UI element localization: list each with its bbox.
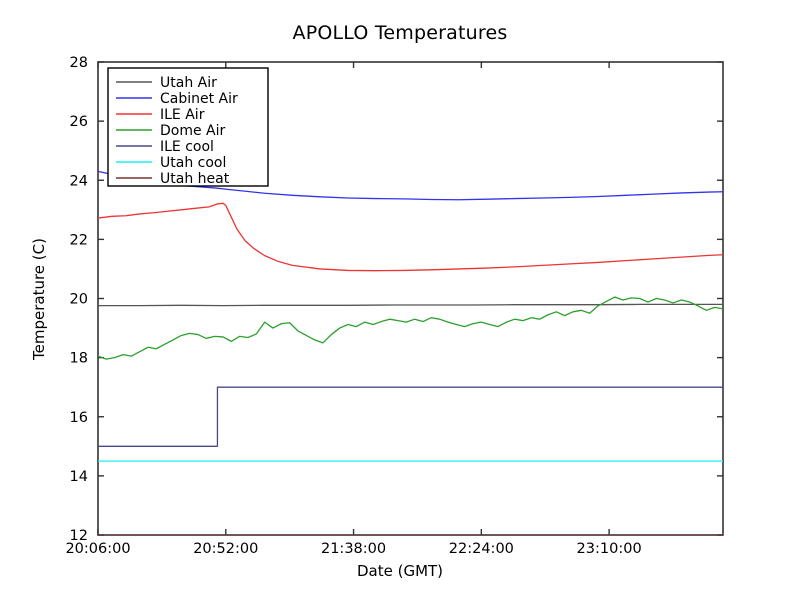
y-tick-label: 16 bbox=[70, 410, 88, 426]
x-tick-label: 21:38:00 bbox=[321, 541, 386, 557]
legend-label-ile-air: ILE Air bbox=[160, 107, 205, 123]
legend-box bbox=[107, 67, 269, 187]
y-tick-label: 14 bbox=[70, 469, 88, 485]
y-tick-label: 26 bbox=[70, 114, 88, 130]
y-tick-label: 22 bbox=[70, 232, 88, 248]
legend-label-ile-cool: ILE cool bbox=[160, 139, 214, 155]
legend-label-utah-cool: Utah cool bbox=[160, 155, 226, 171]
chart-title: APOLLO Temperatures bbox=[292, 22, 508, 44]
legend-label-utah-air: Utah Air bbox=[160, 75, 217, 91]
x-tick-label: 23:10:00 bbox=[577, 541, 642, 557]
series-line-ile-cool bbox=[98, 386, 723, 447]
y-tick-label: 28 bbox=[70, 55, 88, 71]
x-tick-label: 22:24:00 bbox=[449, 541, 514, 557]
x-tick-label: 20:06:00 bbox=[65, 541, 130, 557]
x-axis-label: Date (GMT) bbox=[356, 562, 444, 580]
x-tick-label: 20:52:00 bbox=[193, 541, 258, 557]
y-tick-label: 18 bbox=[70, 351, 88, 367]
y-tick-label: 24 bbox=[70, 173, 88, 189]
series-line-dome-air bbox=[98, 296, 723, 360]
y-tick-label: 20 bbox=[70, 292, 88, 308]
legend-label-cabinet-air: Cabinet Air bbox=[160, 91, 238, 107]
series-group bbox=[98, 170, 723, 535]
series-line-utah-air bbox=[98, 303, 723, 307]
y-tick-label: 12 bbox=[70, 528, 88, 544]
legend-label-dome-air: Dome Air bbox=[160, 123, 226, 139]
legend-label-utah-heat: Utah heat bbox=[160, 171, 230, 187]
series-line-ile-air bbox=[98, 202, 723, 272]
y-axis-label: Temperature (C) bbox=[30, 238, 48, 360]
